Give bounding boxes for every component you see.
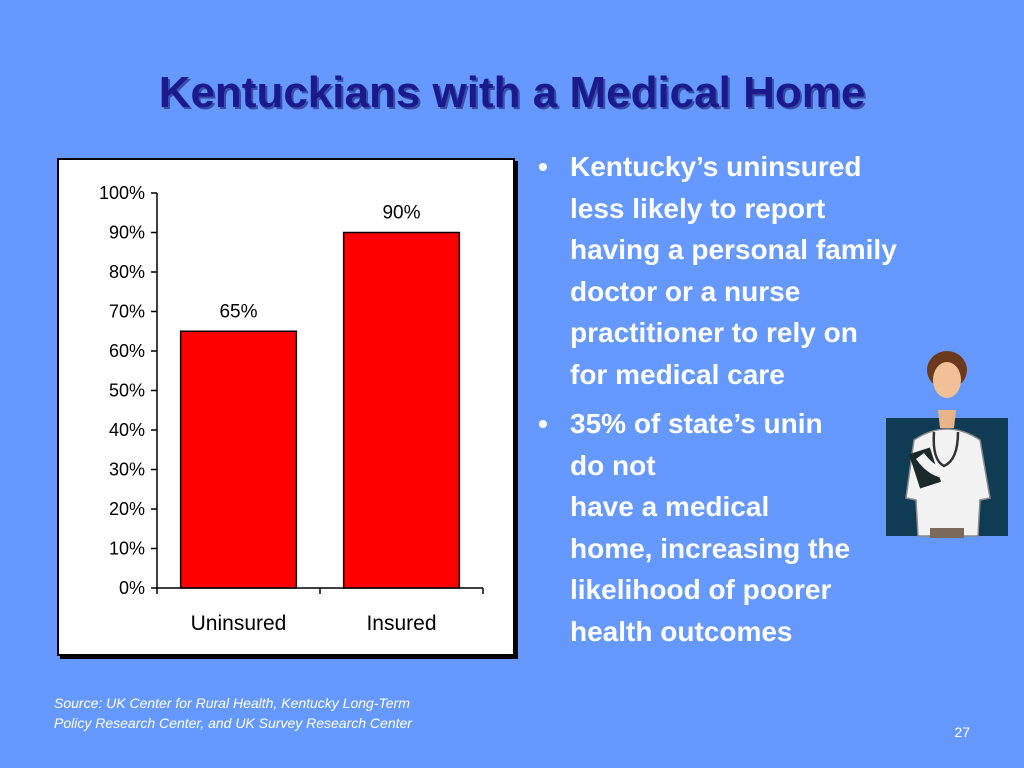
bullet-line: health outcomes bbox=[570, 615, 793, 647]
doctor-face bbox=[933, 362, 961, 398]
y-tick-label: 90% bbox=[109, 223, 145, 243]
source-line: Policy Research Center, and UK Survey Re… bbox=[54, 715, 412, 731]
bar bbox=[179, 330, 298, 589]
bullet-line: likelihood of poorer bbox=[570, 574, 832, 605]
y-tick-label: 40% bbox=[109, 420, 145, 440]
doctor-clipart-icon bbox=[886, 351, 1008, 538]
bullet-line: home, increasing the bbox=[570, 532, 851, 564]
doctor-arm bbox=[915, 452, 958, 479]
data-label: 65% bbox=[219, 301, 257, 322]
y-tick-label: 60% bbox=[109, 341, 145, 361]
y-tick-label: 10% bbox=[109, 539, 145, 559]
y-tick-label: 20% bbox=[109, 499, 145, 519]
y-tick-label: 50% bbox=[109, 381, 145, 401]
bar-chart: 0% 10% 20% 30% 40% 50% 60% 70% 80% 90% 100% 65% Unin… bbox=[57, 158, 515, 656]
slide-title: Kentuckians with a Medical Home bbox=[158, 68, 866, 117]
bullet-line: practitioner to rely on bbox=[570, 317, 858, 348]
bar bbox=[342, 231, 461, 589]
y-tick-label: 80% bbox=[109, 262, 145, 282]
bullet-item: • 35% of state’s unin do not have a medi… bbox=[538, 403, 998, 652]
bullet-line: less likely to report bbox=[570, 192, 826, 224]
bullet-marker: • bbox=[538, 408, 548, 439]
x-tick-label: Insured bbox=[366, 612, 436, 635]
y-tick-label: 0% bbox=[119, 578, 145, 598]
y-tick-label: 100% bbox=[99, 183, 145, 203]
bullet-line: have a medical bbox=[570, 491, 770, 522]
bullet-line: doctor or a nurse bbox=[570, 275, 801, 307]
bullet-list: • Kentucky’s uninsured less likely to re… bbox=[538, 146, 998, 660]
doctor-neck bbox=[938, 410, 956, 428]
data-label: 90% bbox=[382, 203, 420, 224]
doctor-legs bbox=[930, 528, 964, 538]
bar-chart-svg: 0% 10% 20% 30% 40% 50% 60% 70% 80% 90% 100% 65% Unin… bbox=[99, 183, 484, 635]
source-line: Source: UK Center for Rural Health, Kent… bbox=[54, 695, 410, 711]
y-tick-label: 70% bbox=[109, 302, 145, 322]
bullet-line: do not bbox=[570, 449, 656, 481]
y-tick-label: 30% bbox=[109, 460, 145, 480]
doctor-stethoscope bbox=[932, 431, 960, 468]
bullet-line: 35% of state’s unin bbox=[570, 408, 823, 439]
source-note: Source: UK Center for Rural Health, Kent… bbox=[54, 693, 534, 733]
bullet-line: for medical care bbox=[570, 358, 785, 390]
page-number: 27 bbox=[954, 724, 970, 740]
bullet-marker: • bbox=[538, 151, 548, 182]
bullet-line: having a personal family bbox=[570, 234, 897, 265]
bullet-line: Kentucky’s uninsured bbox=[570, 151, 862, 182]
bullet-item: • Kentucky’s uninsured less likely to re… bbox=[538, 146, 998, 395]
x-tick-label: Uninsured bbox=[191, 612, 287, 635]
